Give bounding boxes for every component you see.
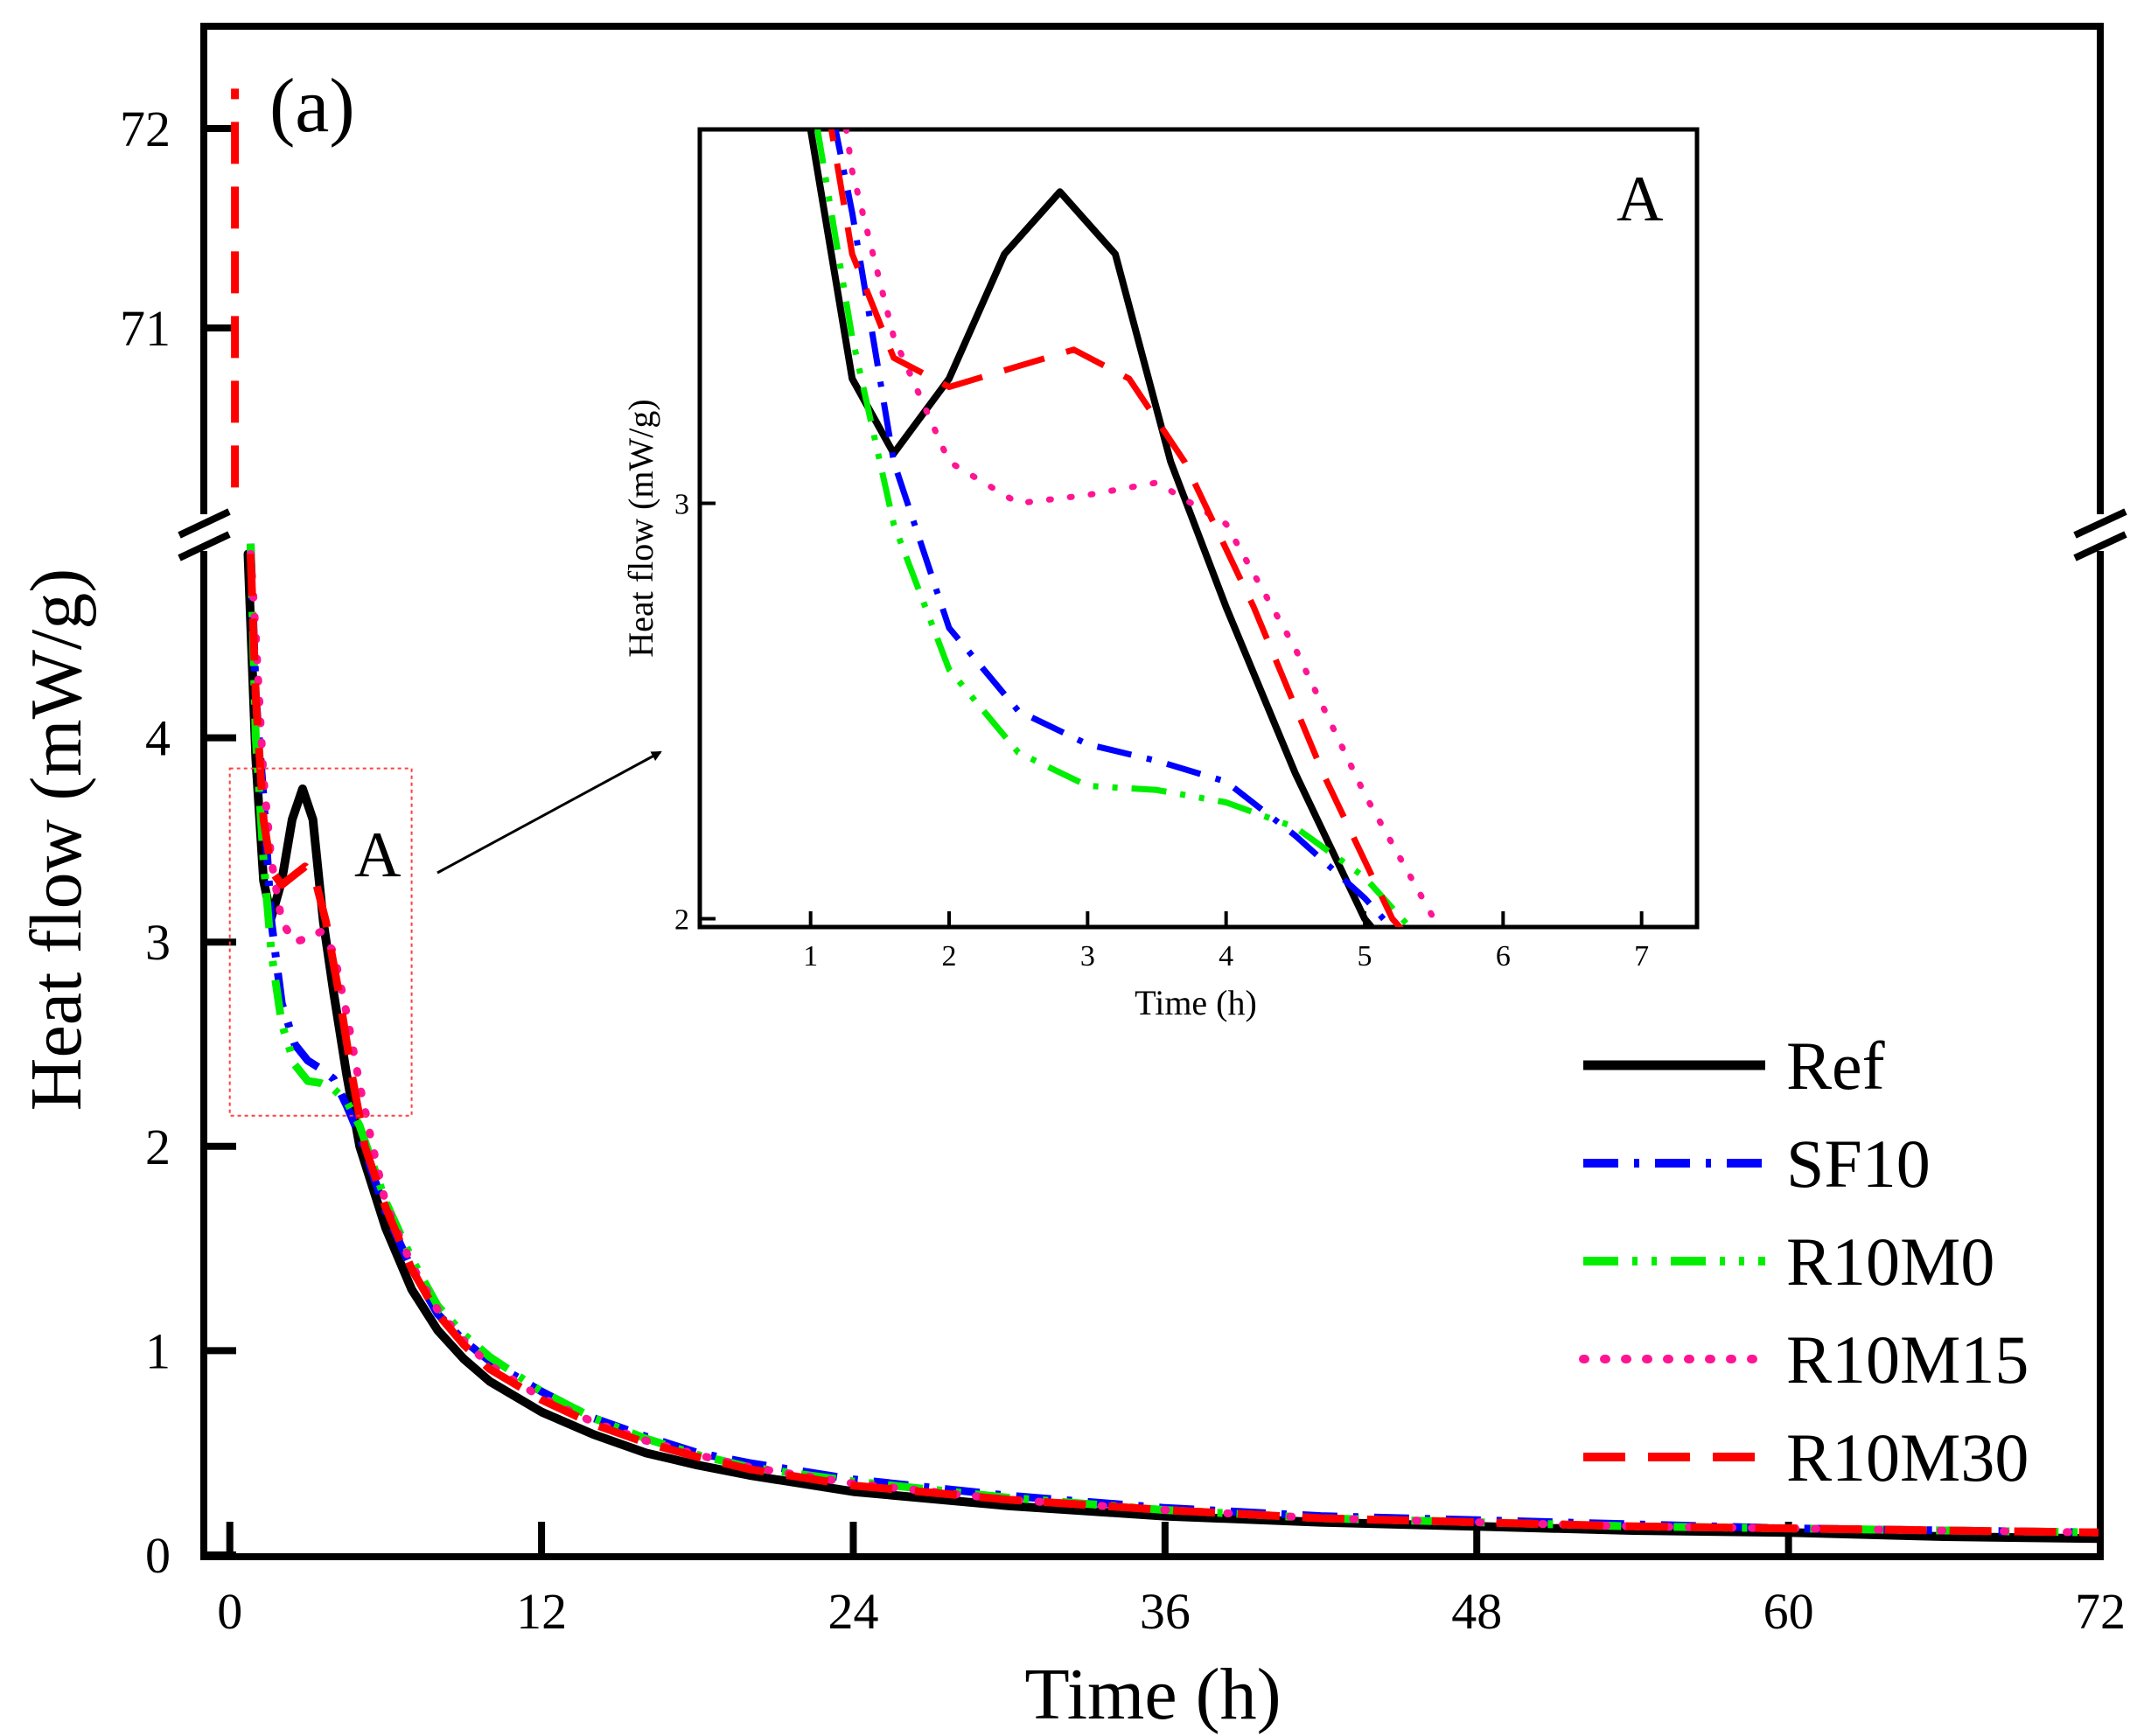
inset-x-tick-label: 7: [1634, 940, 1649, 973]
region-a-box: [228, 767, 413, 1117]
inset-x-tick-label: 5: [1358, 940, 1372, 973]
series-line-ref: [243, 549, 2099, 1544]
legend-label-r10m30: R10M30: [1786, 1419, 2029, 1495]
y-tick-label: 4: [145, 710, 171, 767]
y-tick-label: 1: [145, 1322, 171, 1379]
y-tick-label: 3: [145, 914, 171, 971]
region-a-label: A: [354, 819, 401, 891]
y-tick-label-upper: 72: [120, 101, 171, 157]
inset-series-line-ref: [807, 129, 1377, 927]
inset-series-line-r10m30: [828, 129, 1404, 927]
series-line-sf10: [247, 543, 2099, 1537]
x-tick-label: 12: [516, 1583, 567, 1640]
y-tick-label: 0: [145, 1527, 171, 1584]
series-line-r10m30: [247, 554, 2099, 1537]
y-tick-label: 2: [145, 1119, 171, 1175]
legend-label-r10m0: R10M0: [1786, 1224, 1994, 1300]
zoom-arrow: [436, 750, 662, 875]
inset-plot: 1 2 3 4 5 6 7 2 3 A Time (h) Heat flow (mW/g): [621, 127, 1700, 1022]
inset-y-axis-title: Heat flow (mW/g): [621, 399, 660, 657]
x-axis-title: Time (h): [1024, 1654, 1281, 1735]
x-tick-label: 48: [1451, 1583, 1502, 1640]
inset-y-tick-label: 3: [674, 489, 689, 521]
inset-x-axis-title: Time (h): [1135, 983, 1257, 1022]
axis-break-right: [2073, 508, 2127, 561]
panel-label: (a): [269, 64, 355, 149]
y-axis-title: Heat flow (mW/g): [16, 568, 97, 1111]
y-tick-label-upper: 71: [120, 300, 171, 357]
x-tick-label: 0: [217, 1583, 242, 1640]
x-tick-label: 60: [1763, 1583, 1814, 1640]
inset-y-tick-label: 2: [674, 904, 689, 937]
x-tick-label: 36: [1140, 1583, 1191, 1640]
legend-label-sf10: SF10: [1786, 1126, 1931, 1202]
inset-x-tick-label: 3: [1080, 940, 1095, 973]
inset-x-tick-label: 1: [803, 940, 818, 973]
legend-label-ref: Ref: [1786, 1028, 1885, 1104]
legend: Ref SF10 R10M0 R10M15 R10M30: [1579, 1028, 2029, 1495]
inset-x-tick-label: 4: [1219, 940, 1233, 973]
inset-x-tick-label: 2: [942, 940, 957, 973]
inset-series: [807, 129, 1442, 927]
inset-x-tick-label: 6: [1496, 940, 1511, 973]
plot-frame: [200, 23, 2104, 1560]
axis-break-left: [178, 508, 231, 561]
series-line-r10m0: [247, 543, 2099, 1537]
series-layer: [231, 88, 2099, 1544]
x-tick-label: 24: [828, 1583, 878, 1640]
inset-label: A: [1617, 164, 1663, 235]
legend-label-r10m15: R10M15: [1786, 1321, 2029, 1398]
x-tick-label: 72: [2075, 1583, 2126, 1640]
